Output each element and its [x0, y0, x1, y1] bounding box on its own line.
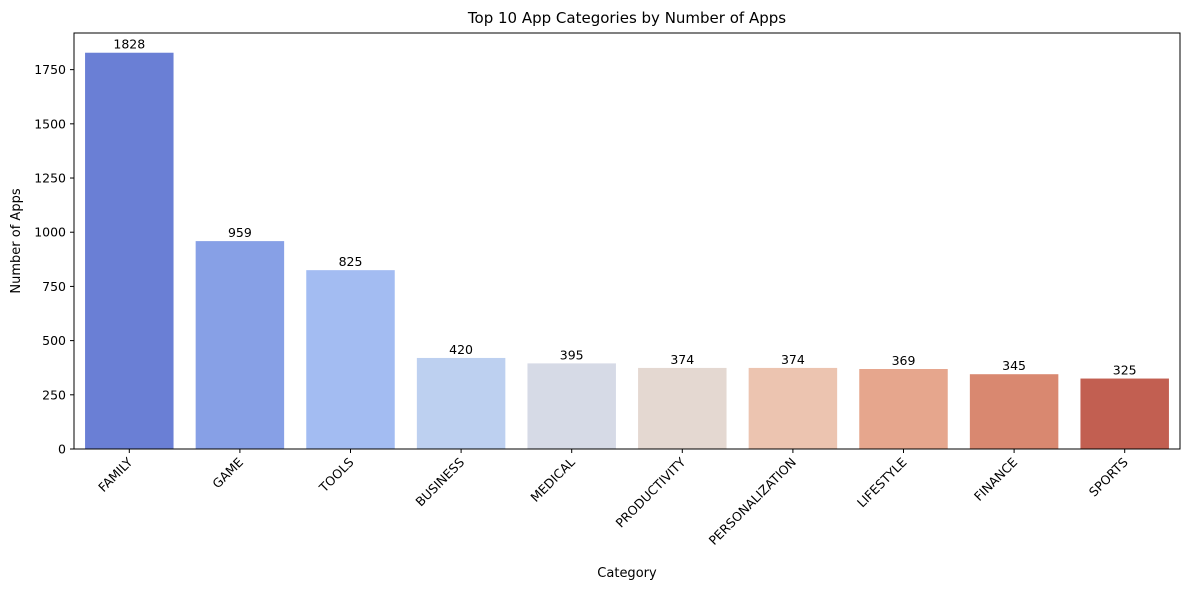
data-label: 825: [339, 254, 363, 269]
y-tick-label: 1000: [34, 225, 66, 240]
bar-family: [85, 52, 174, 450]
x-tick-label: PERSONALIZATION: [706, 455, 799, 548]
y-tick-label: 0: [58, 442, 66, 457]
bar-game: [195, 241, 285, 449]
y-tick-label: 1500: [34, 116, 66, 131]
x-tick-label: SPORTS: [1086, 454, 1131, 499]
bars-group: 1828 959 825 420 395 374 374 369 345 325: [85, 37, 1169, 450]
data-label: 374: [781, 352, 805, 367]
x-tick-label: FINANCE: [971, 454, 1020, 503]
data-label: 325: [1113, 363, 1137, 378]
bar-productivity: [638, 367, 727, 449]
bar-personalization: [748, 367, 838, 449]
x-tick-label: TOOLS: [315, 454, 356, 495]
x-axis-title: Category: [597, 566, 657, 581]
y-axis-ticks: 0 250 500 750 1000 1250 1500 1750: [34, 62, 74, 457]
bar-sports: [1080, 378, 1169, 449]
chart-title: Top 10 App Categories by Number of Apps: [467, 9, 786, 27]
y-tick-label: 250: [42, 387, 66, 402]
data-label: 369: [892, 353, 916, 368]
data-label: 1828: [113, 37, 145, 52]
y-tick-label: 500: [42, 333, 66, 348]
x-tick-label: LIFESTYLE: [854, 454, 910, 510]
y-tick-label: 1750: [34, 62, 66, 77]
data-label: 395: [560, 347, 584, 362]
y-tick-label: 1250: [34, 171, 66, 186]
x-tick-label: BUSINESS: [412, 454, 467, 509]
plot-frame: [73, 32, 1181, 450]
x-tick-label: GAME: [209, 454, 246, 491]
data-label: 420: [449, 342, 473, 357]
data-label: 959: [228, 225, 252, 240]
bar-finance: [969, 374, 1059, 449]
y-axis-title: Number of Apps: [9, 188, 24, 293]
x-axis-ticks: FAMILY GAME TOOLS BUSINESS MEDICAL PRODUCTIVI…: [95, 449, 1131, 548]
bar-medical: [527, 363, 616, 449]
x-tick-label: MEDICAL: [527, 454, 577, 504]
x-tick-label: FAMILY: [95, 454, 136, 495]
bar-tools: [306, 270, 395, 449]
bar-lifestyle: [859, 369, 948, 449]
data-label: 374: [670, 352, 694, 367]
x-tick-label: PRODUCTIVITY: [612, 454, 688, 530]
y-tick-label: 750: [42, 279, 66, 294]
bar-business: [416, 357, 506, 449]
data-label: 345: [1002, 358, 1026, 373]
